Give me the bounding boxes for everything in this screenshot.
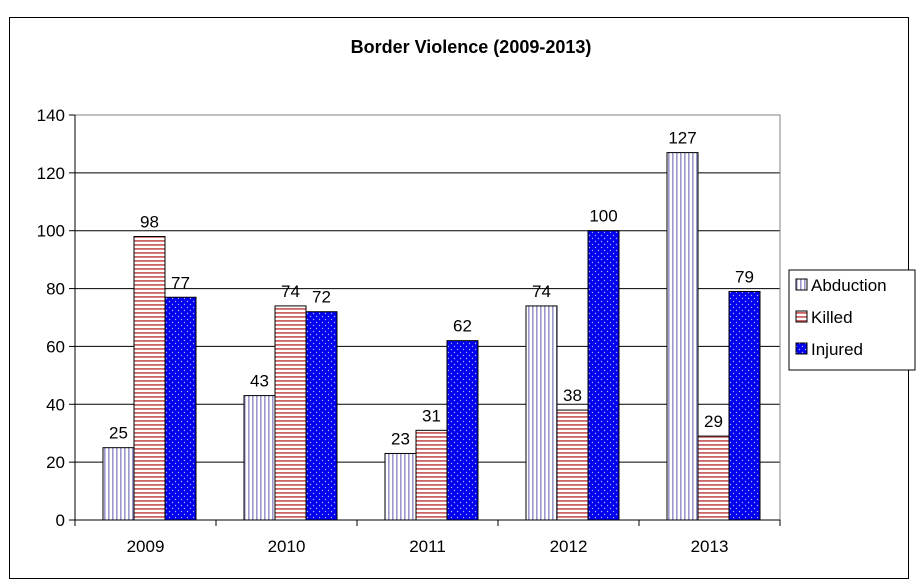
legend-box [788, 269, 916, 371]
bar-injured [728, 290, 761, 521]
bar-abduction [525, 305, 558, 521]
data-label: 29 [704, 412, 723, 431]
y-tick-label: 140 [37, 106, 65, 125]
y-tick-label: 0 [56, 511, 65, 530]
data-labels: 25 98 77 43 74 72 23 31 62 74 38 100 127 29 79 [109, 129, 754, 449]
x-tick-label: 2012 [550, 537, 588, 556]
x-tick-label: 2010 [268, 537, 306, 556]
x-tick-label: 2011 [409, 537, 446, 556]
bar-abduction [243, 395, 276, 521]
data-label: 23 [391, 429, 410, 448]
bar-injured [164, 296, 197, 521]
legend-label: Killed [811, 308, 853, 327]
data-label: 100 [589, 207, 617, 226]
bar-abduction [102, 447, 135, 521]
data-label: 38 [563, 386, 582, 405]
bar-killed [697, 435, 730, 521]
y-tick-label: 60 [46, 337, 65, 356]
bars [102, 152, 761, 521]
data-label: 62 [453, 317, 472, 336]
legend: Abduction Killed Injured [788, 269, 916, 371]
y-tick-label: 100 [37, 222, 65, 241]
data-label: 74 [532, 282, 551, 301]
axes: 0 20 40 60 80 100 120 140 2009 2010 2011 2012 2013 [37, 106, 781, 556]
legend-label: Abduction [811, 276, 887, 295]
bar-killed [274, 305, 307, 521]
bar-injured [587, 230, 620, 521]
legend-label: Injured [811, 340, 863, 359]
bar-abduction [384, 452, 417, 521]
data-label: 98 [140, 213, 159, 232]
bar-killed [415, 429, 448, 521]
data-label: 43 [250, 372, 269, 391]
legend-swatch-abduction [795, 278, 808, 291]
y-tick-label: 80 [46, 280, 65, 299]
y-tick-label: 20 [46, 453, 65, 472]
data-label: 74 [281, 282, 300, 301]
data-label: 25 [109, 424, 128, 443]
x-tick-label: 2009 [127, 537, 165, 556]
data-label: 72 [312, 288, 331, 307]
bar-injured [446, 340, 479, 521]
y-tick-label: 120 [37, 164, 65, 183]
bar-killed [133, 236, 166, 521]
data-label: 79 [735, 267, 754, 286]
data-label: 77 [171, 273, 190, 292]
bar-injured [305, 311, 338, 521]
data-label: 127 [668, 129, 696, 148]
bar-abduction [666, 152, 699, 521]
y-tick-label: 40 [46, 395, 65, 414]
bar-killed [556, 409, 589, 521]
legend-swatch-injured [795, 342, 808, 355]
legend-swatch-killed [795, 310, 808, 323]
data-label: 31 [422, 406, 441, 425]
x-tick-label: 2013 [691, 537, 729, 556]
chart-title: Border Violence (2009-2013) [351, 37, 592, 57]
